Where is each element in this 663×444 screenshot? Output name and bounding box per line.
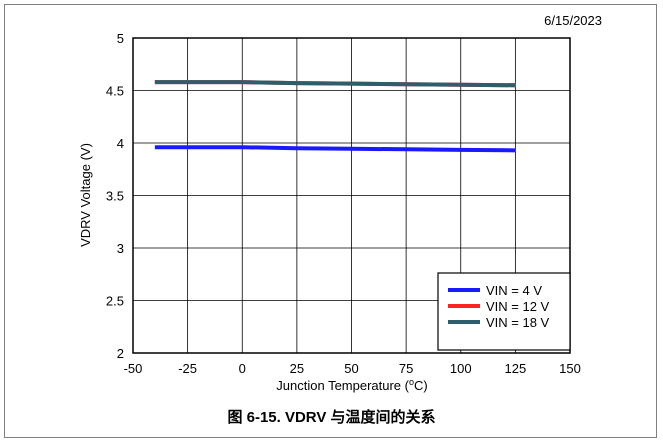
plot-border <box>132 37 571 354</box>
legend-box <box>437 272 571 351</box>
x-axis-label: Junction Temperature (oC) <box>276 377 427 393</box>
x-tick-label: 25 <box>290 361 304 376</box>
legend-label-1: VIN = 4 V <box>486 283 542 298</box>
x-axis-label-tail: C) <box>414 378 428 393</box>
x-tick-label: 150 <box>559 361 581 376</box>
y-tick-label: 2.5 <box>106 294 124 309</box>
figure-frame <box>4 4 657 438</box>
x-tick-label: 100 <box>450 361 472 376</box>
series-line-3 <box>154 80 516 88</box>
tick-labels: -50 -25 0 25 50 75 100 125 150 2 2.5 3 3.5 4 4.5 5 <box>106 31 581 376</box>
y-tick-label: 3 <box>117 241 124 256</box>
x-axis-label-superscript: o <box>409 377 414 387</box>
x-tick-label: -25 <box>178 361 197 376</box>
y-tick-label: 4.5 <box>106 84 124 99</box>
figure-caption: 图 6-15. VDRV 与温度间的关系 <box>227 409 436 426</box>
x-axis-label-main: Junction Temperature ( <box>276 378 409 393</box>
x-tick-label: -50 <box>124 361 143 376</box>
x-tick-label: 125 <box>505 361 527 376</box>
y-tick-label: 5 <box>117 31 124 46</box>
x-tick-label: 0 <box>239 361 246 376</box>
date-stamp: 6/15/2023 <box>544 13 602 28</box>
y-tick-label: 2 <box>117 346 124 361</box>
x-tick-label: 75 <box>399 361 413 376</box>
y-tick-label: 3.5 <box>106 189 124 204</box>
series-line-1 <box>154 145 516 153</box>
y-tick-label: 4 <box>117 136 124 151</box>
series-lines <box>154 80 516 153</box>
legend-label-2: VIN = 12 V <box>486 299 550 314</box>
x-tick-label: 50 <box>344 361 358 376</box>
y-axis-label: VDRV Voltage (V) <box>78 143 93 247</box>
legend-label-3: VIN = 18 V <box>486 315 550 330</box>
